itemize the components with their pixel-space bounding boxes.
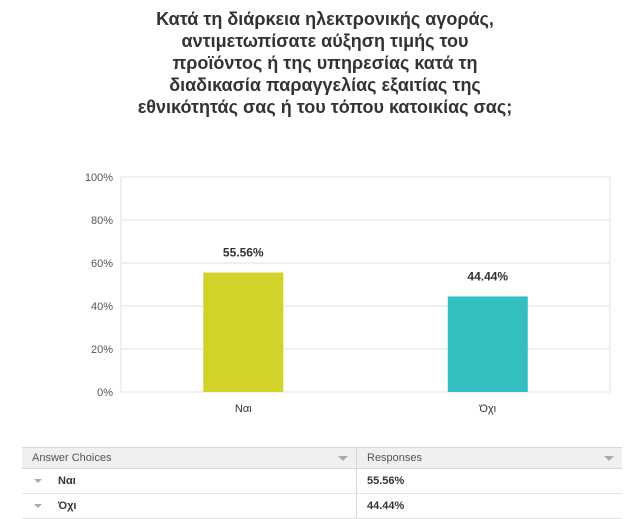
y-tick-label: 20%: [91, 344, 113, 356]
expand-caret-icon[interactable]: [34, 504, 42, 508]
response-value: 44.44%: [367, 500, 405, 512]
y-tick-label: 40%: [91, 301, 113, 313]
answer-choices-header-label: Answer Choices: [32, 452, 112, 464]
sort-caret-icon[interactable]: [338, 456, 348, 461]
title-line: εθνικότητάς σας ή του τόπου κατοικίας σα…: [137, 97, 513, 117]
choice-cell: Ναι: [22, 469, 357, 493]
y-tick-label: 60%: [91, 258, 113, 270]
expand-caret-icon[interactable]: [34, 479, 42, 483]
data-label: 55.56%: [223, 246, 264, 260]
plot-frame: [120, 176, 611, 393]
response-value: 55.56%: [367, 475, 405, 487]
table-row: Όχι 44.44%: [22, 494, 622, 519]
choice-label: Όχι: [58, 500, 77, 512]
choice-label: Ναι: [58, 475, 76, 487]
title-line: προϊόντος ή της υπηρεσίας κατά τη: [172, 53, 478, 73]
bar-chart: 0% 20% 40% 60% 80% 100% 55.56% Ναι 44.44% Όχι: [85, 172, 611, 415]
responses-header-label: Responses: [367, 452, 423, 464]
title-line: διαδικασία παραγγελίας εξαιτίας της: [169, 75, 481, 95]
sort-caret-icon[interactable]: [604, 456, 614, 461]
data-label: 44.44%: [467, 269, 508, 283]
choice-cell: Όχι: [22, 494, 357, 518]
x-tick-label: Όχι: [478, 403, 496, 415]
table-header: Answer Choices Responses: [22, 447, 622, 469]
x-tick-label: Ναι: [235, 403, 252, 415]
title-line: αντιμετωπίσατε αύξηση τιμής του: [181, 31, 469, 51]
bar: [447, 296, 528, 392]
y-tick-label: 80%: [91, 215, 113, 227]
title-line: Κατά τη διάρκεια ηλεκτρονικής αγοράς,: [156, 9, 494, 29]
y-tick-label: 100%: [85, 172, 113, 184]
chart-title: Κατά τη διάρκεια ηλεκτρονικής αγοράς, αν…: [60, 8, 590, 118]
responses-header[interactable]: Responses: [357, 448, 622, 468]
bar: [203, 272, 284, 392]
y-tick-label: 0%: [97, 387, 113, 399]
answer-choices-header[interactable]: Answer Choices: [22, 448, 357, 468]
table-row: Ναι 55.56%: [22, 469, 622, 494]
responses-table: Answer Choices Responses Ναι 55.56% Όχι …: [22, 447, 622, 519]
